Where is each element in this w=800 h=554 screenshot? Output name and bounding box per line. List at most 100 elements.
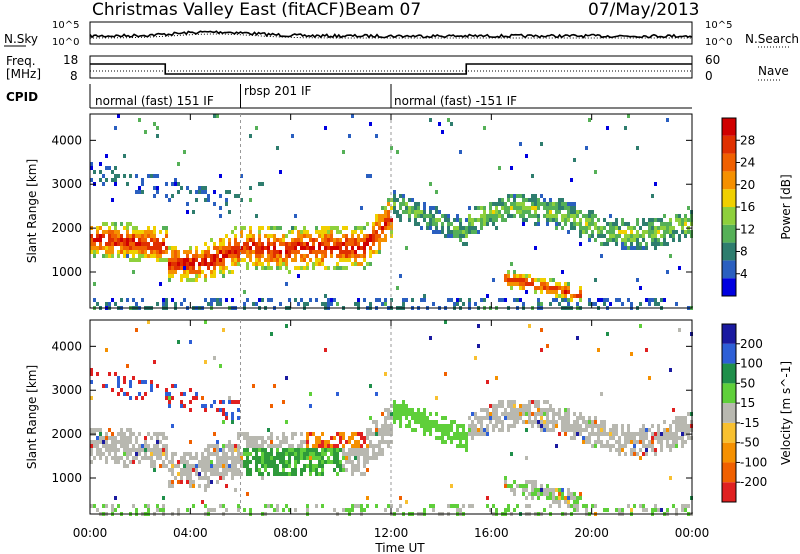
heatmap-cell bbox=[453, 302, 456, 306]
heatmap-cell bbox=[159, 282, 162, 286]
heatmap-cell bbox=[573, 500, 576, 504]
heatmap-cell bbox=[654, 234, 657, 238]
heatmap-cell bbox=[546, 408, 549, 412]
heatmap-cell bbox=[309, 234, 312, 238]
heatmap-cell bbox=[267, 428, 270, 432]
heatmap-cell bbox=[444, 214, 447, 218]
heatmap-cell bbox=[276, 436, 279, 440]
heatmap-cell bbox=[360, 206, 363, 210]
heatmap-cell bbox=[639, 324, 642, 328]
heatmap-cell bbox=[483, 432, 486, 436]
heatmap-cell bbox=[321, 254, 324, 258]
heatmap-cell bbox=[246, 492, 249, 496]
heatmap-cell bbox=[627, 428, 630, 432]
heatmap-cell bbox=[273, 468, 276, 472]
heatmap-cell bbox=[567, 408, 570, 412]
heatmap-cell bbox=[681, 424, 684, 428]
heatmap-cell bbox=[372, 234, 375, 238]
heatmap-cell bbox=[363, 456, 366, 460]
heatmap-cell bbox=[354, 448, 357, 452]
heatmap-cell bbox=[669, 428, 672, 432]
heatmap-cell bbox=[258, 298, 261, 302]
heatmap-cell bbox=[213, 266, 216, 270]
heatmap-cell bbox=[573, 436, 576, 440]
heatmap-cell bbox=[138, 448, 141, 452]
heatmap-cell bbox=[294, 266, 297, 270]
heatmap-cell bbox=[141, 444, 144, 448]
heatmap-cell bbox=[333, 238, 336, 242]
heatmap-cell bbox=[639, 436, 642, 440]
heatmap-cell bbox=[495, 424, 498, 428]
heatmap-cell bbox=[660, 444, 663, 448]
heatmap-cell bbox=[123, 452, 126, 456]
heatmap-cell bbox=[651, 218, 654, 222]
heatmap-cell bbox=[513, 282, 516, 286]
heatmap-cell bbox=[603, 508, 606, 512]
heatmap-cell bbox=[213, 246, 216, 250]
heatmap-cell bbox=[540, 408, 543, 412]
heatmap-cell bbox=[459, 436, 462, 440]
heatmap-cell bbox=[156, 250, 159, 254]
heatmap-cell bbox=[507, 210, 510, 214]
heatmap-cell bbox=[288, 270, 291, 274]
heatmap-cell bbox=[135, 452, 138, 456]
heatmap-cell bbox=[669, 226, 672, 230]
heatmap-cell bbox=[204, 456, 207, 460]
heatmap-cell bbox=[432, 302, 435, 306]
heatmap-cell bbox=[546, 286, 549, 290]
heatmap-cell bbox=[231, 452, 234, 456]
heatmap-cell bbox=[357, 440, 360, 444]
heatmap-cell bbox=[147, 174, 150, 178]
heatmap-cell bbox=[195, 472, 198, 476]
heatmap-cell bbox=[237, 436, 240, 440]
heatmap-cell bbox=[234, 238, 237, 242]
heatmap-cell bbox=[108, 246, 111, 250]
heatmap-cell bbox=[624, 432, 627, 436]
heatmap-cell bbox=[225, 508, 228, 512]
heatmap-cell bbox=[609, 238, 612, 242]
heatmap-cell bbox=[408, 424, 411, 428]
heatmap-cell bbox=[261, 182, 264, 186]
heatmap-cell bbox=[153, 230, 156, 234]
heatmap-cell bbox=[600, 254, 603, 258]
heatmap-cell bbox=[498, 210, 501, 214]
heatmap-cell bbox=[426, 416, 429, 420]
heatmap-cell bbox=[567, 412, 570, 416]
heatmap-cell bbox=[603, 226, 606, 230]
heatmap-cell bbox=[549, 420, 552, 424]
heatmap-cell bbox=[522, 488, 525, 492]
power-colorbar-tick-label: 12 bbox=[740, 222, 755, 236]
heatmap-cell bbox=[216, 456, 219, 460]
heatmap-cell bbox=[567, 302, 570, 306]
velocity-colorbar-tick-label: -200 bbox=[740, 475, 767, 489]
heatmap-cell bbox=[429, 420, 432, 424]
heatmap-cell bbox=[513, 400, 516, 404]
heatmap-cell bbox=[132, 270, 135, 274]
heatmap-cell bbox=[609, 234, 612, 238]
heatmap-cell bbox=[360, 246, 363, 250]
heatmap-cell bbox=[258, 444, 261, 448]
heatmap-cell bbox=[168, 404, 171, 408]
heatmap-cell bbox=[276, 452, 279, 456]
heatmap-cell bbox=[564, 282, 567, 286]
heatmap-cell bbox=[141, 254, 144, 258]
heatmap-cell bbox=[180, 278, 183, 282]
heatmap-cell bbox=[204, 360, 207, 364]
heatmap-cell bbox=[630, 226, 633, 230]
heatmap-cell bbox=[105, 348, 108, 352]
heatmap-cell bbox=[132, 376, 135, 380]
heatmap-cell bbox=[687, 428, 690, 432]
heatmap-cell bbox=[105, 242, 108, 246]
heatmap-cell bbox=[435, 436, 438, 440]
heatmap-cell bbox=[669, 424, 672, 428]
heatmap-cell bbox=[675, 424, 678, 428]
heatmap-cell bbox=[189, 400, 192, 404]
heatmap-cell bbox=[477, 432, 480, 436]
heatmap-cell bbox=[501, 424, 504, 428]
heatmap-cell bbox=[267, 258, 270, 262]
heatmap-cell bbox=[354, 226, 357, 230]
heatmap-cell bbox=[585, 222, 588, 226]
heatmap-cell bbox=[210, 404, 213, 408]
power-heatmap bbox=[90, 114, 693, 310]
heatmap-cell bbox=[327, 440, 330, 444]
